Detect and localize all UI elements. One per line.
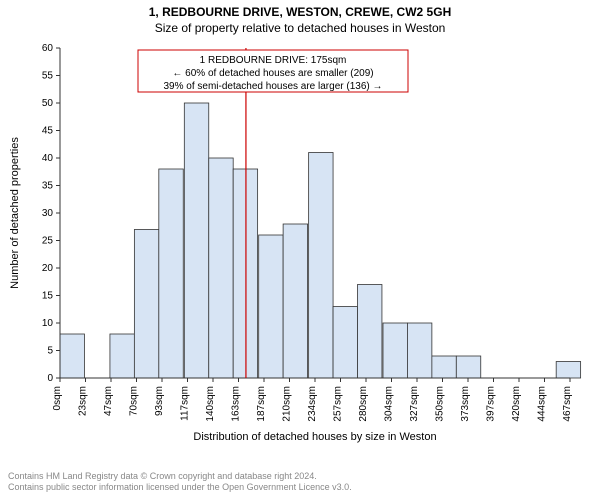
histogram-bar bbox=[556, 362, 580, 379]
x-tick-label: 0sqm bbox=[52, 386, 63, 410]
x-tick-label: 187sqm bbox=[256, 386, 267, 422]
x-tick-label: 397sqm bbox=[486, 386, 497, 422]
annotation-line: ← 60% of detached houses are smaller (20… bbox=[172, 68, 373, 79]
histogram-bar bbox=[283, 224, 307, 378]
histogram-bar bbox=[184, 103, 208, 378]
y-tick-label: 20 bbox=[42, 263, 54, 274]
y-tick-label: 25 bbox=[42, 236, 54, 247]
x-tick-label: 47sqm bbox=[103, 386, 114, 416]
histogram-bar bbox=[456, 356, 480, 378]
x-tick-label: 93sqm bbox=[154, 386, 165, 416]
x-tick-label: 70sqm bbox=[129, 386, 140, 416]
chart-title-main: 1, REDBOURNE DRIVE, WESTON, CREWE, CW2 5… bbox=[149, 5, 451, 19]
y-tick-label: 45 bbox=[42, 126, 54, 137]
x-tick-label: 234sqm bbox=[307, 386, 318, 422]
histogram-bar bbox=[159, 169, 183, 378]
footer-line-2: Contains public sector information licen… bbox=[8, 482, 352, 494]
x-tick-label: 350sqm bbox=[435, 386, 446, 422]
y-tick-label: 0 bbox=[47, 373, 53, 384]
histogram-bar bbox=[209, 158, 233, 378]
y-tick-label: 50 bbox=[42, 98, 54, 109]
y-tick-label: 15 bbox=[42, 291, 54, 302]
histogram-bar bbox=[383, 323, 407, 378]
annotation-line: 1 REDBOURNE DRIVE: 175sqm bbox=[200, 55, 347, 66]
x-tick-label: 257sqm bbox=[333, 386, 344, 422]
x-tick-label: 467sqm bbox=[562, 386, 573, 422]
histogram-bar bbox=[432, 356, 456, 378]
histogram-bar bbox=[259, 235, 283, 378]
y-tick-label: 35 bbox=[42, 181, 54, 192]
attribution-footer: Contains HM Land Registry data © Crown c… bbox=[8, 471, 352, 494]
x-tick-label: 140sqm bbox=[205, 386, 216, 422]
histogram-bar bbox=[358, 285, 382, 379]
histogram-bar bbox=[309, 153, 333, 379]
annotation-line: 39% of semi-detached houses are larger (… bbox=[163, 81, 382, 92]
x-tick-label: 444sqm bbox=[537, 386, 548, 422]
x-tick-label: 117sqm bbox=[180, 386, 191, 421]
y-tick-label: 60 bbox=[42, 43, 54, 54]
x-tick-label: 210sqm bbox=[282, 386, 293, 422]
y-tick-label: 5 bbox=[47, 346, 53, 357]
x-tick-label: 280sqm bbox=[358, 386, 369, 422]
histogram-bar bbox=[110, 334, 134, 378]
x-tick-label: 373sqm bbox=[460, 386, 471, 422]
property-size-chart: 1, REDBOURNE DRIVE, WESTON, CREWE, CW2 5… bbox=[0, 0, 600, 475]
histogram-bar bbox=[407, 323, 431, 378]
x-tick-label: 304sqm bbox=[384, 386, 395, 422]
x-tick-label: 420sqm bbox=[511, 386, 522, 422]
histogram-bar bbox=[333, 307, 357, 379]
histogram-bar bbox=[134, 230, 158, 379]
x-tick-label: 163sqm bbox=[231, 386, 242, 422]
x-tick-label: 327sqm bbox=[409, 386, 420, 422]
y-tick-label: 40 bbox=[42, 153, 54, 164]
histogram-bar bbox=[60, 334, 84, 378]
y-tick-label: 55 bbox=[42, 71, 54, 82]
x-tick-label: 23sqm bbox=[78, 386, 89, 416]
y-axis-label: Number of detached properties bbox=[9, 137, 21, 289]
y-tick-label: 30 bbox=[42, 208, 54, 219]
chart-title-sub: Size of property relative to detached ho… bbox=[155, 21, 446, 35]
footer-line-1: Contains HM Land Registry data © Crown c… bbox=[8, 471, 352, 483]
x-axis-label: Distribution of detached houses by size … bbox=[193, 431, 436, 443]
y-tick-label: 10 bbox=[42, 318, 54, 329]
